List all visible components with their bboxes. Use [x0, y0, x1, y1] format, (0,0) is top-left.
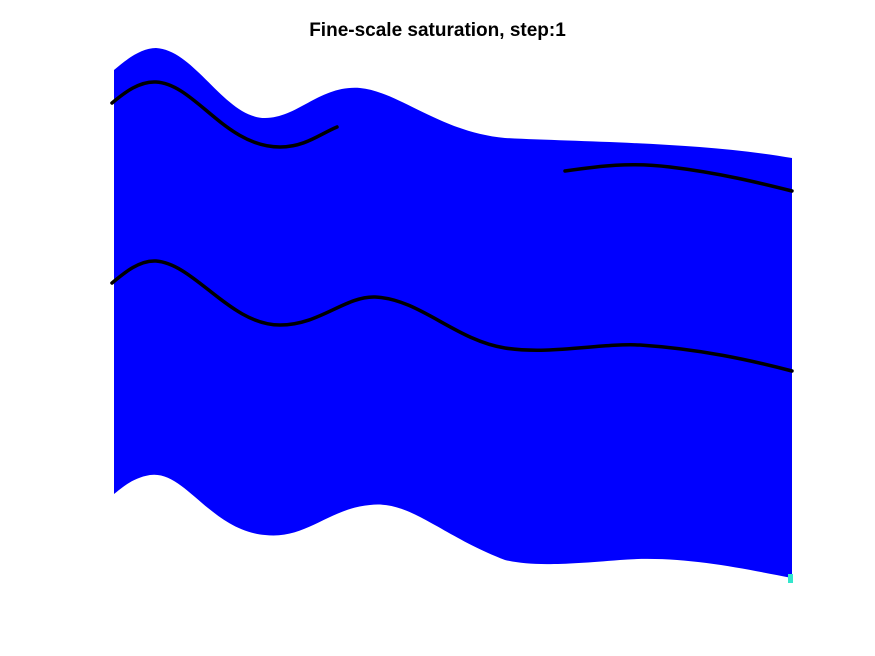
middle-line — [110, 259, 794, 373]
plot-title: Fine-scale saturation, step:1 — [309, 20, 566, 41]
saturation-field — [114, 48, 792, 578]
top-right-line — [563, 162, 794, 193]
corner-cell — [788, 574, 793, 583]
top-left-line — [110, 80, 339, 149]
